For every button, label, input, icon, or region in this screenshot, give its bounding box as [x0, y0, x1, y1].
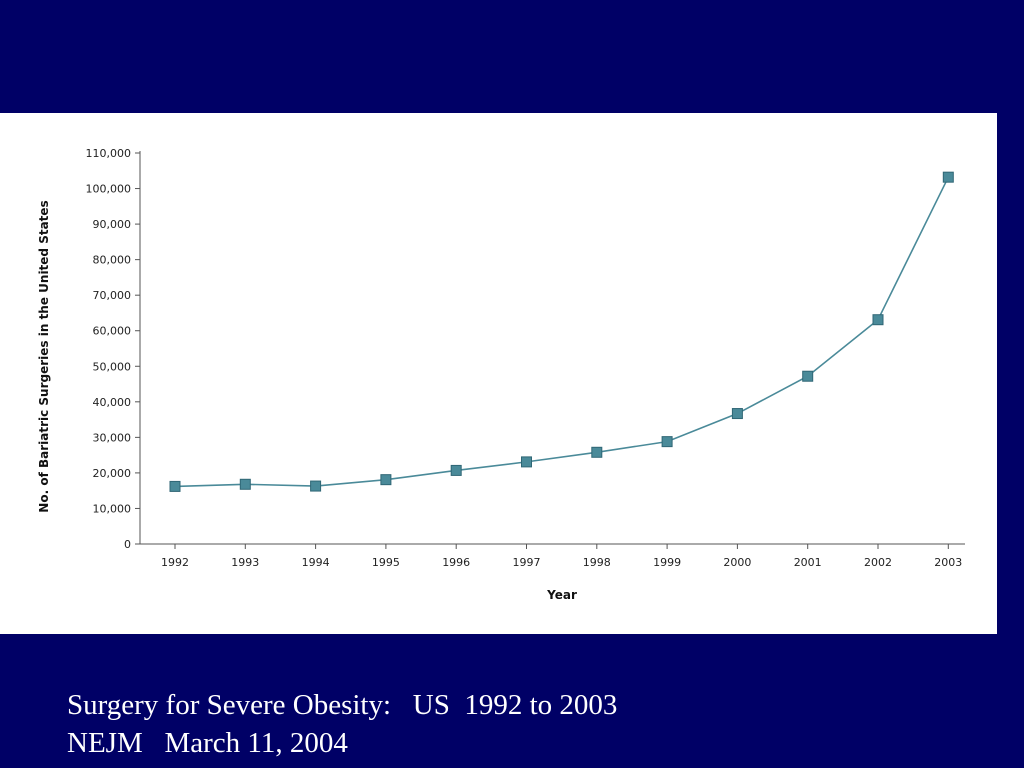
y-tick-label: 10,000: [93, 502, 132, 515]
bariatric-surgery-line-chart: 0 10,000 20,000 30,000 40,000 50,000 60,000 70,…: [37, 147, 965, 602]
x-tick-label: 1992: [161, 556, 189, 569]
x-tick-label: 2000: [723, 556, 751, 569]
y-tick-label: 80,000: [93, 254, 132, 267]
chart-panel: 0 10,000 20,000 30,000 40,000 50,000 60,000 70,…: [0, 113, 997, 634]
x-tick-label: 2003: [934, 556, 962, 569]
data-point-marker: [872, 314, 884, 326]
x-tick-label: 1996: [442, 556, 470, 569]
y-tick-label: 0: [124, 538, 131, 551]
caption-line-title: Surgery for Severe Obesity: US 1992 to 2…: [67, 689, 618, 721]
data-point-marker: [450, 464, 462, 476]
y-axis-title: No. of Bariatric Surgeries in the United…: [37, 200, 51, 512]
y-tick-label: 110,000: [86, 147, 132, 160]
x-tick-label: 1998: [583, 556, 611, 569]
caption-line-source: NEJM March 11, 2004: [67, 727, 348, 759]
x-tick-label: 1995: [372, 556, 400, 569]
data-point-marker: [661, 436, 673, 448]
x-tick-label: 1999: [653, 556, 681, 569]
y-tick-label: 30,000: [93, 431, 132, 444]
data-point-marker: [731, 408, 743, 420]
data-point-marker: [521, 456, 532, 468]
y-tick-label: 100,000: [86, 183, 132, 196]
series-line: [174, 176, 950, 488]
x-tick-label: 1993: [231, 556, 259, 569]
data-point-marker: [591, 446, 603, 458]
y-tick-label: 70,000: [93, 289, 132, 302]
x-tick-label: 2001: [794, 556, 822, 569]
x-axis-title: Year: [546, 588, 577, 602]
data-point-marker: [310, 480, 322, 492]
x-tick-label: 1997: [513, 556, 541, 569]
y-tick-label: 90,000: [93, 218, 132, 231]
y-tick-label: 40,000: [93, 396, 132, 409]
data-point-marker: [380, 474, 392, 486]
data-point-marker: [239, 478, 251, 490]
y-tick-label: 50,000: [93, 360, 132, 373]
data-point-marker: [942, 171, 954, 183]
x-tick-label: 1994: [302, 556, 330, 569]
data-point-marker: [802, 370, 814, 382]
data-point-marker: [169, 480, 181, 492]
slide-caption: Surgery for Severe Obesity: US 1992 to 2…: [67, 686, 617, 762]
x-tick-label: 2002: [864, 556, 892, 569]
y-tick-label: 20,000: [93, 467, 132, 480]
y-tick-label: 60,000: [93, 325, 132, 338]
